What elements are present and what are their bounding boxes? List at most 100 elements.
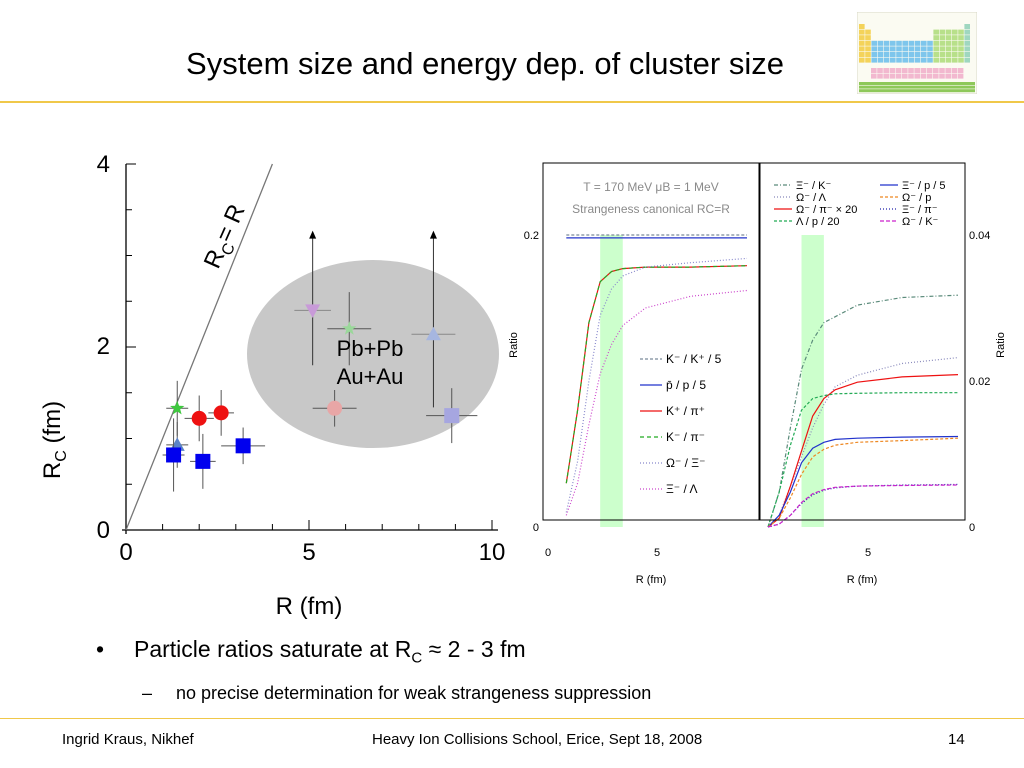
element-cell — [921, 46, 927, 52]
element-cell — [859, 24, 865, 29]
element-cell — [951, 68, 958, 73]
element-cell — [945, 40, 952, 46]
element-cell — [952, 35, 958, 41]
element-cell — [945, 46, 952, 52]
legend-label: Ξ⁻ / π⁻ — [902, 204, 938, 216]
series-line — [767, 294, 959, 528]
x-axis-label: R (fm) — [636, 574, 667, 586]
plot-frame — [759, 162, 966, 521]
element-cell — [908, 46, 915, 52]
element-cell — [871, 57, 877, 63]
element-cell — [877, 46, 884, 52]
x-tick-label: 5 — [654, 547, 660, 559]
element-cell — [939, 35, 946, 41]
element-cell — [865, 52, 871, 57]
element-cell — [865, 57, 871, 63]
element-cell — [939, 52, 946, 57]
element-cell — [902, 40, 908, 46]
element-cell — [908, 57, 915, 63]
element-cell — [945, 57, 952, 63]
element-cell — [890, 46, 896, 52]
element-cell — [871, 40, 877, 46]
data-point — [166, 447, 182, 463]
rc-equals-r-line — [125, 163, 274, 531]
element-cell — [908, 73, 914, 79]
element-cell — [902, 68, 908, 73]
element-cell — [859, 35, 865, 41]
element-cell — [914, 46, 921, 52]
data-point — [305, 304, 321, 318]
legend-label: K⁻ / K⁺ / 5 — [666, 352, 722, 366]
legend-strip — [859, 85, 975, 89]
upper-limit-arrow — [309, 230, 317, 239]
element-cell — [920, 73, 927, 79]
element-cell — [927, 40, 933, 46]
data-point — [425, 326, 441, 341]
element-cell — [890, 57, 896, 63]
element-cell — [871, 52, 877, 57]
element-cell — [926, 68, 933, 73]
element-cell — [957, 68, 964, 73]
x-axis-label: R (fm) — [276, 593, 343, 620]
element-cell — [964, 40, 970, 46]
data-point — [327, 400, 343, 416]
element-cell — [883, 68, 889, 73]
ellipse-label: Pb+Pb — [337, 336, 404, 361]
element-cell — [958, 29, 964, 35]
footer-page-number: 14 — [948, 731, 965, 748]
legend-label: Λ / p / 20 — [796, 216, 839, 228]
element-cell — [921, 57, 927, 63]
series-line — [767, 392, 958, 528]
element-cell — [865, 29, 871, 35]
green-band — [801, 235, 824, 527]
element-cell — [914, 40, 921, 46]
element-cell — [951, 73, 958, 79]
element-cell — [865, 46, 871, 52]
element-cell — [877, 73, 883, 79]
legend-label: Ω⁻ / Ξ⁻ — [666, 456, 705, 470]
sub-bullet-text: no precise determination for weak strang… — [176, 683, 652, 703]
data-point — [342, 321, 357, 335]
element-cell — [871, 68, 877, 73]
element-cell — [889, 68, 896, 73]
element-cell — [908, 52, 915, 57]
sub-bullet-item: – no precise determination for weak stra… — [142, 683, 651, 704]
upper-limit-arrow — [429, 230, 437, 239]
data-point — [191, 410, 207, 426]
legend-label: Ξ⁻ / K⁻ — [796, 180, 831, 192]
x-tick-label: 5 — [302, 539, 315, 566]
element-cell — [958, 40, 964, 46]
element-cell — [933, 46, 939, 52]
data-point — [213, 405, 229, 421]
legend-label: Ω⁻ / p — [902, 192, 931, 204]
element-cell — [920, 68, 927, 73]
element-cell — [964, 46, 970, 52]
y-axis-label: Ratio — [995, 332, 1007, 358]
element-cell — [952, 29, 958, 35]
element-cell — [859, 40, 865, 46]
series-line — [767, 484, 959, 528]
sub-bullet-marker: – — [142, 683, 153, 703]
series-line — [565, 257, 748, 513]
data-point — [170, 400, 185, 415]
annotation-line: T = 170 MeV μB = 1 MeV — [583, 180, 718, 194]
y-tick-label: 0.04 — [969, 230, 990, 242]
footer-rule — [0, 718, 1024, 719]
y-tick-label: 0.2 — [524, 230, 539, 242]
element-cell — [964, 52, 970, 57]
title-rule — [0, 101, 1024, 103]
data-point — [235, 438, 251, 454]
series-line — [767, 437, 959, 528]
legend-label: K⁺ / π⁺ — [666, 404, 705, 418]
element-cell — [964, 35, 970, 41]
element-cell — [865, 35, 871, 41]
series-line — [565, 265, 748, 484]
slide-title: System size and energy dep. of cluster s… — [186, 46, 784, 81]
x-tick-label: 10 — [479, 539, 506, 566]
bullet-marker: • — [96, 636, 105, 662]
element-cell — [871, 73, 877, 79]
element-cell — [964, 57, 970, 63]
green-band — [600, 235, 623, 527]
element-cell — [902, 57, 908, 63]
element-cell — [957, 73, 964, 79]
